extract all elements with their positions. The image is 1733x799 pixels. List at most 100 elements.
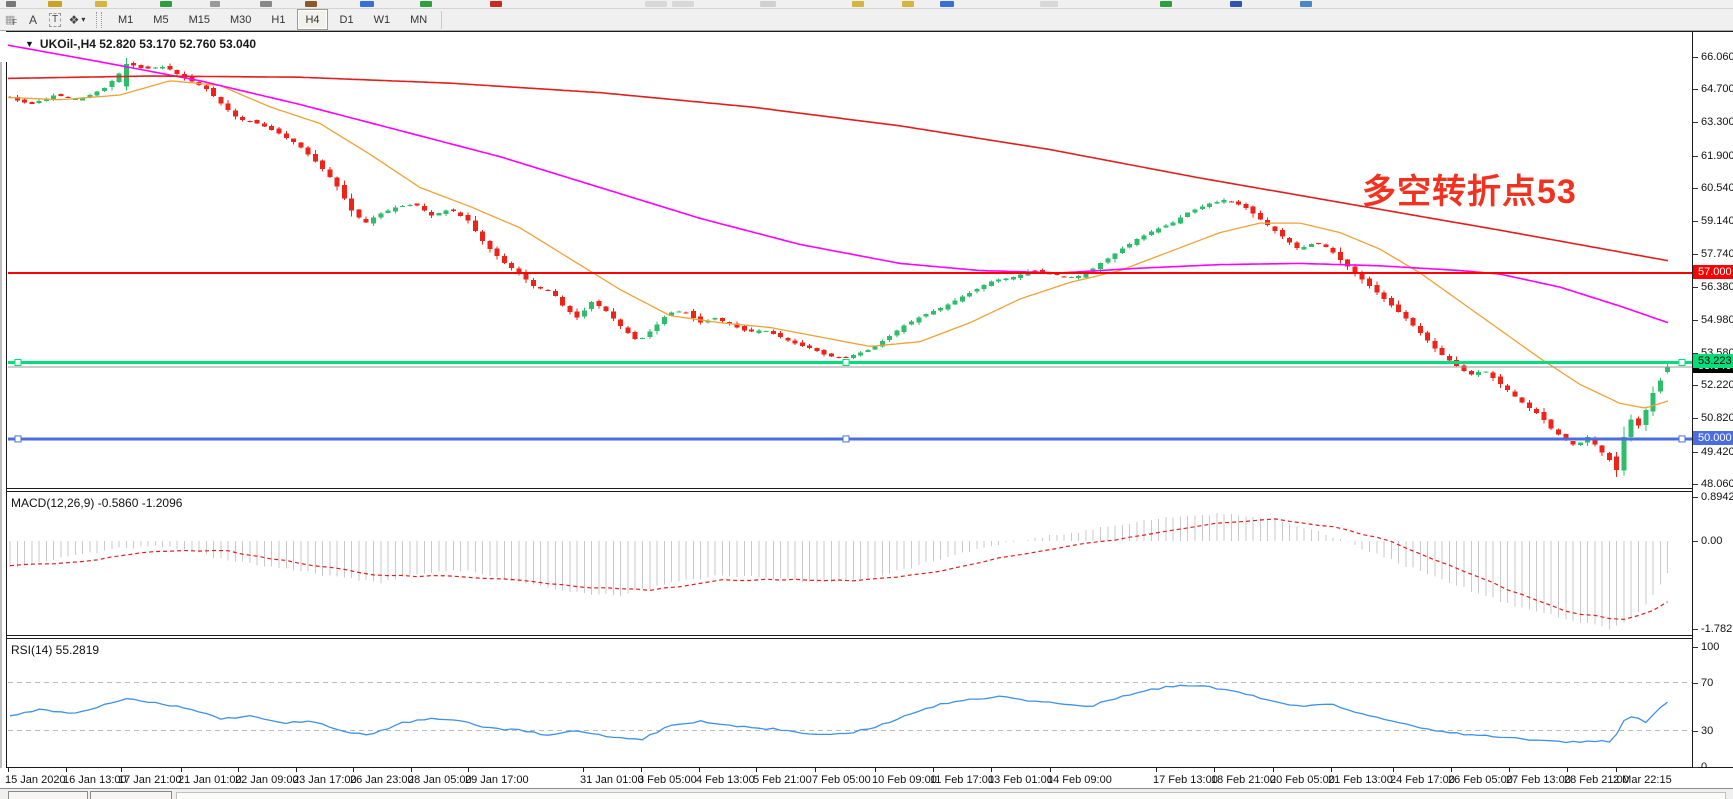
candle-body: [312, 154, 318, 162]
price-tick-label: 63.300: [1701, 116, 1733, 129]
toolbar-icon-fragment[interactable]: [360, 1, 374, 7]
toolbar-icon-fragment[interactable]: [760, 1, 776, 7]
symbol-dropdown-icon[interactable]: ▼: [25, 39, 34, 49]
timeframe-button-m1[interactable]: M1: [118, 13, 134, 26]
toolbar-icon-fragment[interactable]: [48, 1, 62, 7]
candle-body: [487, 240, 493, 250]
candle-body: [1243, 204, 1249, 208]
candle-body: [952, 300, 958, 305]
candle-body: [821, 349, 827, 355]
rsi-separator-bottom[interactable]: [6, 638, 1733, 639]
timeframe-button-m30[interactable]: M30: [229, 13, 252, 26]
macd-label: MACD(12,26,9) -0.5860 -1.2096: [11, 496, 183, 510]
arrow-objects-button[interactable]: ❖ ▾: [67, 11, 87, 29]
hline-handle[interactable]: [842, 358, 850, 366]
price-scale[interactable]: 66.060 64.700 63.300 61.900 60.540 59.140 57.7…: [1693, 32, 1733, 773]
candle-body: [763, 330, 769, 332]
hline-handle[interactable]: [14, 435, 22, 443]
time-tick-label: 14 Feb 09:00: [1047, 774, 1112, 786]
indicator-scale-label: 0: [1701, 760, 1708, 773]
indicator-scale-label: 0.00: [1701, 535, 1723, 547]
candle-body: [414, 203, 420, 206]
timeframe-button-h4[interactable]: H4: [297, 9, 328, 30]
timeframe-button-m5[interactable]: M5: [153, 13, 169, 26]
chart-tab-2[interactable]: [90, 791, 172, 799]
candle-body: [1148, 231, 1154, 236]
hline-handle[interactable]: [842, 435, 850, 443]
candle-body: [400, 205, 406, 207]
time-tick: [1509, 768, 1510, 772]
ma-fast-orange[interactable]: [8, 80, 1669, 409]
time-scale[interactable]: 15 Jan 2020 16 Jan 13:00 17 Jan 21:00 21 Ja…: [0, 768, 1733, 788]
hline-handle[interactable]: [1678, 435, 1686, 443]
toolbar-icon-fragment[interactable]: [1040, 1, 1058, 7]
time-tick: [933, 768, 934, 772]
toolbar-icon-fragment[interactable]: [210, 1, 220, 7]
candle-body: [858, 352, 864, 356]
toolbar-icon-fragment[interactable]: [95, 1, 107, 7]
candle-body: [669, 312, 675, 317]
rsi-panel[interactable]: [8, 639, 1692, 767]
template-grid-button[interactable]: ▦ F: [1, 11, 21, 29]
candle-body: [152, 67, 158, 69]
price-tick: [1693, 187, 1698, 189]
rsi-separator-top[interactable]: [6, 635, 1733, 636]
toolbar-icon-fragment[interactable]: [160, 1, 172, 7]
timeframe-button-w1[interactable]: W1: [373, 13, 391, 26]
toolbar-icon-fragment[interactable]: [490, 1, 502, 7]
toolbar-icon-fragment[interactable]: [1160, 1, 1172, 7]
toolbar-icon-fragment[interactable]: [852, 1, 864, 7]
macd-separator-top[interactable]: [6, 488, 1733, 489]
ma-mid-magenta[interactable]: [8, 44, 1669, 324]
candle-body: [1497, 376, 1503, 385]
timeframe-button-h1[interactable]: H1: [271, 13, 286, 26]
toolbar-grip[interactable]: [96, 11, 102, 28]
candle-body: [959, 296, 965, 302]
time-tick: [181, 768, 182, 772]
candle-body: [109, 80, 115, 88]
candle-body: [1446, 356, 1452, 361]
toolbar-icon-fragment[interactable]: [902, 1, 914, 7]
text-box-button[interactable]: T: [45, 11, 65, 29]
time-tick-label: 11 Feb 17:00: [930, 774, 995, 786]
candle-body: [465, 214, 471, 221]
timeframe-button-d1[interactable]: D1: [339, 13, 354, 26]
timeframe-button-mn[interactable]: MN: [410, 13, 428, 26]
chart-tab-1[interactable]: [8, 791, 88, 799]
hline-handle[interactable]: [14, 358, 22, 366]
text-label-icon: A: [28, 12, 37, 27]
toolbar-icon-fragment[interactable]: [1230, 1, 1242, 7]
toolbar-icon-fragment[interactable]: [260, 1, 272, 7]
chevron-down-icon: ▾: [81, 15, 86, 24]
macd-panel[interactable]: [8, 492, 1692, 635]
candle-body: [683, 312, 689, 314]
annotation-text[interactable]: 多空转折点53: [1362, 173, 1577, 211]
timeframe-group: M1 M5 M15 M30 H1 H4 D1 W1 MN: [108, 9, 437, 30]
candle-body: [719, 318, 725, 321]
candle-body: [341, 185, 347, 199]
candle-body: [1119, 248, 1125, 253]
toolbar-icon-fragment[interactable]: [672, 1, 694, 7]
toolbar-icon-fragment[interactable]: [1300, 1, 1312, 7]
candle-body: [1643, 410, 1649, 425]
toolbar-icon-fragment[interactable]: [645, 1, 667, 7]
time-tick-label: 29 Jan 17:00: [465, 774, 529, 786]
candle-body: [102, 88, 108, 92]
price-tick: [1693, 483, 1698, 485]
ma-slow-red[interactable]: [8, 75, 1669, 262]
time-tick-label: 4 Feb 13:00: [696, 774, 755, 786]
toolbar-icon-fragment[interactable]: [420, 1, 432, 7]
toolbar-icon-fragment[interactable]: [305, 1, 317, 7]
toolbar-icon-fragment[interactable]: [6, 1, 16, 7]
macd-separator-bottom[interactable]: [6, 491, 1733, 492]
candle-body: [1214, 201, 1220, 204]
chart-ohlc-title: ▼ UKOil-,H4 52.820 53.170 52.760 53.040: [25, 37, 256, 51]
text-label-button[interactable]: A: [23, 11, 43, 29]
main-chart-panel[interactable]: [8, 32, 1692, 488]
toolbar-icon-fragment[interactable]: [940, 1, 954, 7]
timeframe-button-m15[interactable]: M15: [188, 13, 210, 26]
hline-handle[interactable]: [1678, 358, 1686, 366]
time-tick-label: 28 Jan 05:00: [408, 774, 472, 786]
candle-body: [378, 213, 384, 218]
indicator-scale-label: 30: [1701, 724, 1714, 737]
